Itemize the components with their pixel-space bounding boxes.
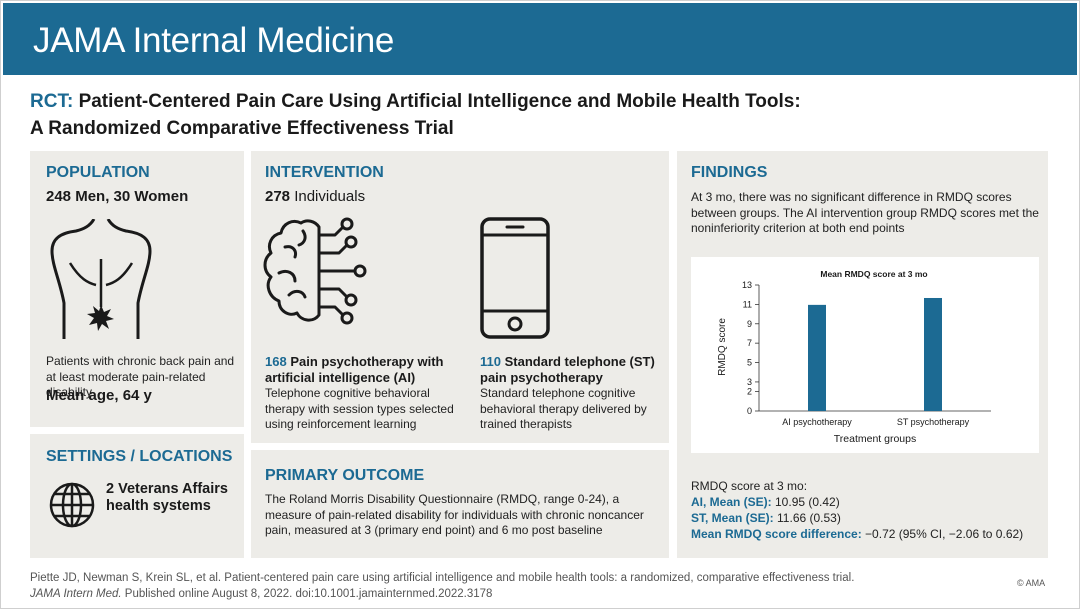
rmdq-bar-chart: Mean RMDQ score at 3 mo RMDQ score Treat… [717,269,991,445]
stat-diff: Mean RMDQ score difference: −0.72 (95% C… [691,527,1023,541]
st-arm-label: 110 Standard telephone (ST) pain psychot… [480,354,655,385]
primary-outcome-panel: PRIMARY OUTCOME The Roland Morris Disabi… [251,450,669,558]
primary-outcome-heading: PRIMARY OUTCOME [265,467,425,484]
chart-card: Mean RMDQ score at 3 mo RMDQ score Treat… [691,257,1039,453]
chart-x-tick-label: ST psychotherapy [897,417,970,427]
ai-arm-label-line1: Pain psychotherapy with [286,354,444,369]
globe-icon [49,482,95,528]
ai-arm-label-line2: artificial intelligence (AI) [265,369,416,385]
ai-arm-description: Telephone cognitive behavioral therapy w… [265,386,454,431]
chart-y-axis-label: RMDQ score [717,318,728,376]
journal-name: JAMA Internal Medicine [33,21,395,60]
ai-arm-count: 168 [265,354,287,369]
settings-panel: SETTINGS / LOCATIONS 2 Veterans Affairs … [30,434,244,558]
citation-line1: Piette JD, Newman S, Krein SL, et al. Pa… [30,572,855,584]
page-title: RCT: Patient-Centered Pain Care Using Ar… [30,88,801,142]
primary-outcome-text: The Roland Morris Disability Questionnai… [265,492,644,537]
stats-intro: RMDQ score at 3 mo: [691,479,808,493]
population-panel: POPULATION 248 Men, 30 Women Patients wi… [30,151,244,427]
chart-marks: 0 23 5 7 9 11 13 AI psychotherapy ST psychothera… [742,280,991,427]
intervention-count-number: 278 [265,188,291,205]
title-line2: A Randomized Comparative Effectiveness T… [30,118,454,139]
back-pain-icon [50,219,152,339]
chart-y-tick-label: 2 [747,387,752,397]
population-count: 248 Men, 30 Women [46,188,189,205]
chart-y-tick-label: 13 [742,280,752,290]
title-prefix: RCT: [30,91,74,112]
population-mean-age: Mean age, 64 y [46,387,152,404]
chart-x-axis-label: Treatment groups [834,433,916,445]
settings-text-line1: 2 Veterans Affairs [106,481,228,497]
chart-y-tick-label: 0 [747,406,752,416]
stat-ai: AI, Mean (SE): 10.95 (0.42) [691,495,840,509]
chart-y-tick-label: 11 [743,299,752,309]
st-arm-label-line2: pain psychotherapy [480,369,603,385]
st-arm-label-line1: Standard telephone (ST) [500,354,655,369]
intervention-count: 278 Individuals [265,188,365,205]
chart-y-tick-label: 3 [747,377,752,387]
stat-st-label: ST, Mean (SE): [691,511,774,525]
intervention-count-label: Individuals [290,188,366,205]
intervention-heading: INTERVENTION [265,164,384,181]
ai-arm-label: 168 Pain psychotherapy with artificial i… [265,354,443,385]
stat-ai-label: AI, Mean (SE): [691,495,772,509]
settings-text-line2: health systems [106,498,211,514]
ai-brain-icon [263,217,367,325]
citation: Piette JD, Newman S, Krein SL, et al. Pa… [30,570,854,602]
population-description: Patients with chronic back pain and at l… [46,354,235,399]
settings-heading: SETTINGS / LOCATIONS [46,448,233,465]
chart-bar [808,304,826,411]
findings-panel: FINDINGS At 3 mo, there was no significa… [677,151,1048,558]
population-heading: POPULATION [46,164,150,181]
citation-journal: JAMA Intern Med. [30,588,122,600]
journal-banner: JAMA Internal Medicine [3,3,1077,75]
smartphone-icon [480,217,550,339]
chart-y-tick-label: 7 [747,338,752,348]
copyright: © AMA [1017,578,1046,588]
chart-y-tick-label: 5 [747,358,752,368]
stat-st: ST, Mean (SE): 11.66 (0.53) [691,511,841,525]
st-arm-description: Standard telephone cognitive behavioral … [480,386,647,431]
chart-y-tick-label: 9 [747,319,752,329]
chart-x-tick-label: AI psychotherapy [782,417,852,427]
title-line1: Patient-Centered Pain Care Using Artific… [78,91,801,112]
stat-diff-value: −0.72 (95% CI, −2.06 to 0.62) [861,527,1024,541]
st-arm-count: 110 [480,354,501,369]
intervention-panel: INTERVENTION 278 Individuals 168 Pain p [251,151,669,443]
chart-title: Mean RMDQ score at 3 mo [820,269,927,279]
stat-ai-value: 10.95 (0.42) [771,495,840,509]
findings-heading: FINDINGS [691,164,768,181]
findings-text: At 3 mo, there was no significant differ… [691,190,1039,235]
chart-bar [924,297,942,411]
citation-line2: Published online August 8, 2022. doi:10.… [121,588,493,600]
stat-st-value: 11.66 (0.53) [773,511,841,525]
stat-diff-label: Mean RMDQ score difference: [691,527,862,541]
